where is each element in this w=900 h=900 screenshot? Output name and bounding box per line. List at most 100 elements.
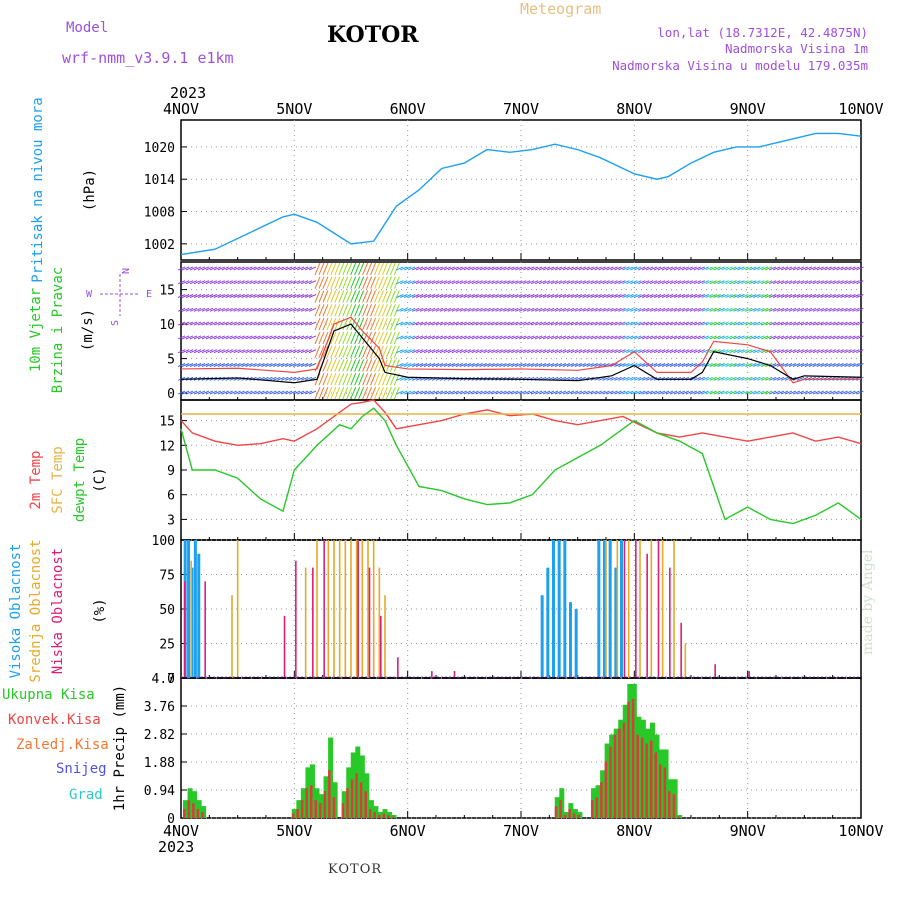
wind-arrow <box>197 335 206 340</box>
wind-arrow <box>285 294 293 298</box>
wind-arrow <box>447 280 456 285</box>
wind-arrow <box>483 266 491 271</box>
wind-arrow <box>642 349 650 354</box>
wind-arrow <box>626 349 634 354</box>
wind-arrow <box>768 266 777 271</box>
wind-arrow <box>378 373 384 386</box>
wind-arrow <box>578 335 586 340</box>
wind-arrow <box>800 390 809 395</box>
wind-arrow <box>848 335 856 340</box>
wind-arrow <box>322 262 329 276</box>
wind-arrow <box>800 349 809 354</box>
wind-arrow <box>495 390 503 395</box>
wind-arrow <box>511 390 519 395</box>
wind-arrow <box>217 321 225 326</box>
wind-arrow <box>463 363 471 367</box>
wind-arrow <box>467 266 475 271</box>
wind-arrow <box>393 386 400 400</box>
wind-arrow <box>209 363 218 367</box>
wind-arrow <box>828 349 836 354</box>
wind-arrow <box>495 294 503 298</box>
wind-arrow <box>233 321 241 326</box>
wind-arrow <box>856 280 864 285</box>
wind-arrow <box>322 304 329 317</box>
dewpt-axis-label: dewpt Temp <box>72 438 88 522</box>
wind-arrow <box>277 363 285 367</box>
wind-arrow <box>816 307 824 312</box>
wind-arrow <box>725 266 733 271</box>
wind-arrow <box>217 390 225 395</box>
wind-arrow <box>221 349 229 354</box>
wind-arrow <box>370 276 376 289</box>
wind-arrow <box>257 294 265 298</box>
wind-arrow <box>304 363 313 367</box>
wind-arrow <box>665 294 674 298</box>
wind-arrow <box>400 335 408 340</box>
wind-arrow <box>411 266 420 271</box>
wind-arrow <box>804 280 813 285</box>
wind-dir-axis-label: Brzina i Pravac <box>50 267 66 393</box>
wind-arrow <box>491 294 499 298</box>
wind-arrow <box>780 390 789 395</box>
wind-arrow <box>185 321 194 326</box>
wind-arrow <box>511 349 519 354</box>
wind-arrow <box>443 280 452 285</box>
wind-arrow <box>741 335 749 340</box>
wind-arrow <box>681 280 690 285</box>
wind-arrow <box>289 321 297 326</box>
precip-bar-convective <box>341 803 345 818</box>
wind-arrow <box>792 335 801 340</box>
wind-arrow <box>598 335 606 340</box>
wind-arrow <box>483 390 491 395</box>
wind-arrow <box>844 280 852 285</box>
wind-arrow <box>427 335 436 340</box>
wind-arrow <box>574 349 582 354</box>
wind-arrow <box>856 349 864 354</box>
wind-arrow <box>419 363 428 367</box>
wind-arrow <box>757 335 765 340</box>
wind-arrow <box>546 390 555 395</box>
wind-arrow <box>381 373 388 386</box>
wind-arrow <box>848 307 856 312</box>
x-tick-label-bottom: 6NOV <box>390 822 426 840</box>
wind-arrow <box>197 280 206 285</box>
wind-arrow <box>443 363 452 367</box>
wind-arrow <box>400 280 408 285</box>
wind-arrow <box>495 280 503 285</box>
wind-arrow <box>381 290 388 303</box>
wind-arrow <box>677 294 686 298</box>
wind-arrow <box>435 349 444 354</box>
wind-arrow <box>653 335 662 340</box>
wind-arrow <box>318 276 325 289</box>
wind-arrow <box>261 335 269 340</box>
wind-arrow <box>701 349 709 354</box>
wind-arrow <box>503 307 511 312</box>
precip-bar-convective <box>668 791 671 818</box>
wind-arrow <box>534 280 543 285</box>
wind-arrow <box>709 280 717 285</box>
wind-arrow <box>590 335 598 340</box>
wind-arrow <box>737 307 745 312</box>
wind-arrow <box>385 304 392 317</box>
wind-arrow <box>245 294 253 298</box>
wind-arrow <box>602 307 610 312</box>
wind-arrow <box>342 373 349 386</box>
wind-arrow <box>201 280 210 285</box>
wind-arrow <box>451 390 460 395</box>
wind-arrow <box>374 290 380 303</box>
wind-arrow <box>542 266 551 271</box>
wind-arrow <box>273 266 281 271</box>
wind-arrow <box>205 349 214 354</box>
wind-arrow <box>330 290 337 303</box>
wind-arrow <box>554 266 563 271</box>
wind-arrow <box>463 280 471 285</box>
pressure-line <box>180 132 862 256</box>
wind-arrow <box>229 280 237 285</box>
wind-arrow <box>330 359 337 372</box>
wind-arrow <box>614 294 622 298</box>
precip-bar-convective <box>554 806 558 818</box>
wind-arrow <box>721 335 729 340</box>
wind-arrow <box>622 280 630 285</box>
compass-north-label: N <box>119 268 130 274</box>
wind-arrow <box>233 307 241 312</box>
